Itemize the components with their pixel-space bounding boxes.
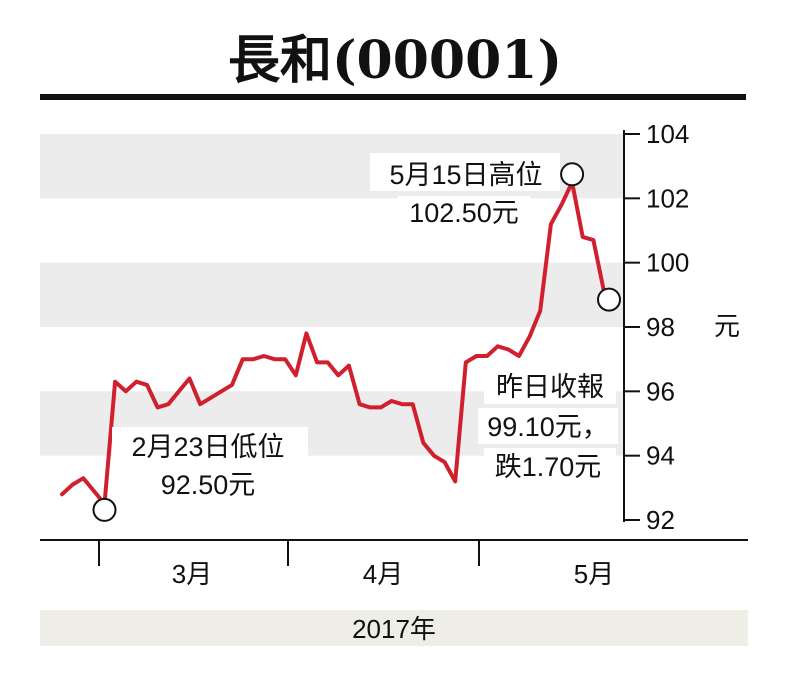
annotation-low-line1: 2月23日低位 xyxy=(131,432,284,462)
unit-label: 元 xyxy=(714,311,740,341)
y-tick-label: 96 xyxy=(646,376,675,406)
month-labels: 3月 4月 5月 xyxy=(172,559,614,589)
title-underline xyxy=(40,94,746,100)
y-tick-label: 98 xyxy=(646,312,675,342)
month-label: 4月 xyxy=(363,559,403,589)
annotation-high-line1: 5月15日高位 xyxy=(389,160,542,190)
annotation-close-line2: 99.10元， xyxy=(487,412,609,442)
month-label: 3月 xyxy=(172,559,212,589)
chart-title: 長和(00001) xyxy=(228,30,562,91)
annotation-high-line2: 102.50元 xyxy=(409,198,519,228)
annotation-low: 2月23日低位 92.50元 xyxy=(112,427,308,503)
year-label: 2017年 xyxy=(352,614,436,644)
y-tick-label: 100 xyxy=(646,248,689,278)
annotation-close: 昨日收報 99.10元， 跌1.70元 xyxy=(478,366,618,484)
y-ticks: 92 94 96 98 100 102 104 xyxy=(624,119,689,535)
annotation-close-line1: 昨日收報 xyxy=(496,372,604,402)
month-label: 5月 xyxy=(574,559,614,589)
annotation-low-line2: 92.50元 xyxy=(161,470,256,500)
high-point-marker xyxy=(560,162,585,187)
close-point-marker xyxy=(597,287,621,312)
low-point-marker xyxy=(92,497,117,522)
y-tick-label: 102 xyxy=(646,183,689,213)
y-tick-label: 94 xyxy=(646,441,675,471)
annotation-close-line3: 跌1.70元 xyxy=(495,452,602,482)
y-tick-label: 92 xyxy=(646,505,675,535)
year-band xyxy=(40,610,748,646)
y-tick-label: 104 xyxy=(646,119,689,149)
price-line xyxy=(60,180,606,506)
annotation-high: 5月15日高位 102.50元 xyxy=(370,153,560,232)
grid-band xyxy=(40,262,624,327)
